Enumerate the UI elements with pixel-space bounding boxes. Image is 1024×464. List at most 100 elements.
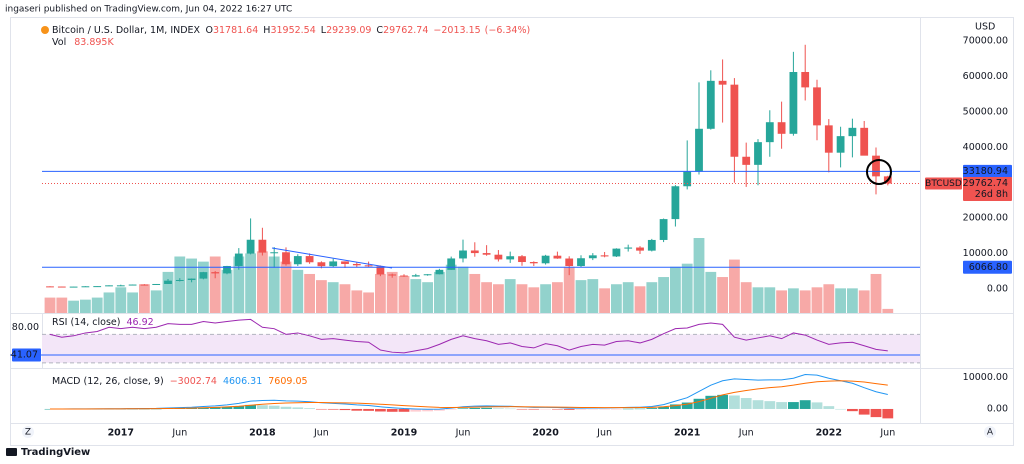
button-bg[interactable] bbox=[984, 426, 996, 438]
volume-bar bbox=[115, 287, 127, 313]
macd-histogram-bar bbox=[693, 398, 705, 409]
candle-body bbox=[789, 71, 798, 134]
legend-o: O bbox=[205, 25, 212, 36]
auto-scale-button[interactable]: A bbox=[987, 428, 994, 438]
candle-body bbox=[482, 253, 491, 255]
signal-line bbox=[49, 380, 888, 410]
candle-body bbox=[376, 266, 385, 275]
candle-body bbox=[706, 80, 715, 129]
rsi-legend: RSI (14, close) 46.92 bbox=[52, 317, 154, 328]
candle-body bbox=[46, 286, 54, 288]
macd-histogram-bar bbox=[870, 408, 882, 418]
price-legend: Bitcoin / U.S. Dollar, 1M, INDEX O31781.6… bbox=[52, 25, 530, 36]
macd-histogram-bar bbox=[740, 398, 752, 409]
volume-bar bbox=[823, 284, 835, 313]
volume-bar bbox=[493, 284, 504, 313]
candle-body bbox=[494, 254, 503, 260]
macd-histogram-bar bbox=[729, 395, 740, 409]
rsi-name: RSI (14, close) bbox=[52, 317, 120, 328]
rsi-value: 46.92 bbox=[126, 317, 153, 328]
macd-name: MACD (12, 26, close, 9) bbox=[52, 376, 164, 387]
legend-h: H bbox=[263, 25, 270, 36]
volume-bar bbox=[386, 271, 398, 313]
volume-bar bbox=[835, 288, 846, 313]
macd-histogram-bar bbox=[457, 408, 469, 409]
candle-body bbox=[836, 136, 845, 153]
macd-histogram-bar bbox=[504, 408, 516, 410]
candle-body bbox=[647, 239, 656, 251]
macd-histogram-bar bbox=[221, 406, 233, 409]
macd-histogram-bar bbox=[339, 408, 351, 411]
macd-histogram-bar bbox=[422, 408, 433, 412]
rsi-tick-label: 80.00 bbox=[12, 322, 39, 333]
candle-body bbox=[730, 84, 739, 157]
macd-histogram-bar bbox=[622, 408, 634, 410]
y-tick-label: 50000.00 bbox=[963, 106, 1008, 117]
macd-histogram-bar bbox=[280, 406, 292, 409]
candle-body bbox=[305, 256, 314, 263]
y-tick-label: 40000.00 bbox=[963, 142, 1008, 153]
volume-bar bbox=[150, 290, 162, 313]
volume-bar bbox=[705, 271, 717, 313]
candle-body bbox=[164, 280, 172, 284]
volume-bar bbox=[445, 264, 457, 313]
macd-histogram-bar bbox=[788, 402, 799, 409]
candle-body bbox=[659, 219, 668, 240]
volume-bar bbox=[658, 277, 669, 313]
candle-body bbox=[636, 247, 644, 251]
y-tick-label: 60000.00 bbox=[963, 71, 1008, 82]
candle-body bbox=[175, 279, 184, 281]
x-tick-label: 2019 bbox=[391, 428, 417, 439]
macd-histogram-bar bbox=[209, 407, 221, 409]
rsi-line bbox=[49, 318, 888, 354]
volume-bar bbox=[481, 282, 492, 313]
price-tag-label: 33180.94 bbox=[963, 166, 1008, 177]
button-bg[interactable] bbox=[22, 426, 34, 438]
volume-bar bbox=[811, 287, 823, 313]
volume-bar bbox=[434, 271, 445, 313]
candle-body bbox=[105, 285, 113, 287]
volume-bar bbox=[209, 256, 221, 313]
macd-histogram-bar bbox=[481, 407, 492, 409]
x-tick-label: 2022 bbox=[816, 428, 842, 439]
volume-bar bbox=[634, 286, 646, 313]
volume-bar bbox=[776, 290, 787, 313]
volume-bar bbox=[870, 273, 882, 313]
x-tick-label: 2017 bbox=[108, 428, 134, 439]
candle-body bbox=[553, 255, 562, 259]
volume-bar bbox=[528, 287, 540, 313]
candle-body bbox=[447, 258, 456, 270]
candle-body bbox=[187, 278, 196, 280]
volume-bar bbox=[752, 287, 764, 313]
candle-body bbox=[529, 262, 538, 264]
candle-body bbox=[577, 258, 585, 267]
x-tick-label: Jun bbox=[738, 428, 754, 439]
volume-bar bbox=[516, 284, 528, 313]
macd-signal-value: 7609.05 bbox=[268, 376, 307, 387]
axis-unit: USD bbox=[975, 22, 995, 33]
macd-histogram-bar bbox=[847, 408, 858, 412]
legend-title: Bitcoin / U.S. Dollar, 1M, INDEX bbox=[52, 25, 201, 36]
volume-bar bbox=[646, 282, 658, 313]
candle-body bbox=[588, 255, 597, 259]
macd-histogram-bar bbox=[363, 408, 374, 411]
zoom-button[interactable]: Z bbox=[25, 428, 31, 438]
legend-change: −2013.15 bbox=[433, 25, 480, 36]
macd-histogram-bar bbox=[776, 402, 787, 409]
candle-body bbox=[81, 286, 90, 288]
macd-histogram-bar bbox=[858, 408, 870, 415]
candle-body bbox=[624, 247, 633, 249]
volume-bar bbox=[363, 292, 374, 313]
volume-bar bbox=[398, 276, 410, 313]
volume-bar bbox=[327, 282, 339, 313]
macd-value: 4606.31 bbox=[223, 376, 262, 387]
macd-histogram-bar bbox=[327, 408, 339, 410]
candle-body bbox=[612, 248, 621, 257]
volume-bar bbox=[504, 279, 516, 313]
macd-histogram-bar bbox=[575, 408, 587, 410]
price-tag bbox=[963, 260, 1012, 274]
rsi-hline-tag bbox=[12, 348, 41, 362]
macd-histogram-bar bbox=[398, 408, 410, 412]
volume-bar bbox=[304, 273, 315, 313]
